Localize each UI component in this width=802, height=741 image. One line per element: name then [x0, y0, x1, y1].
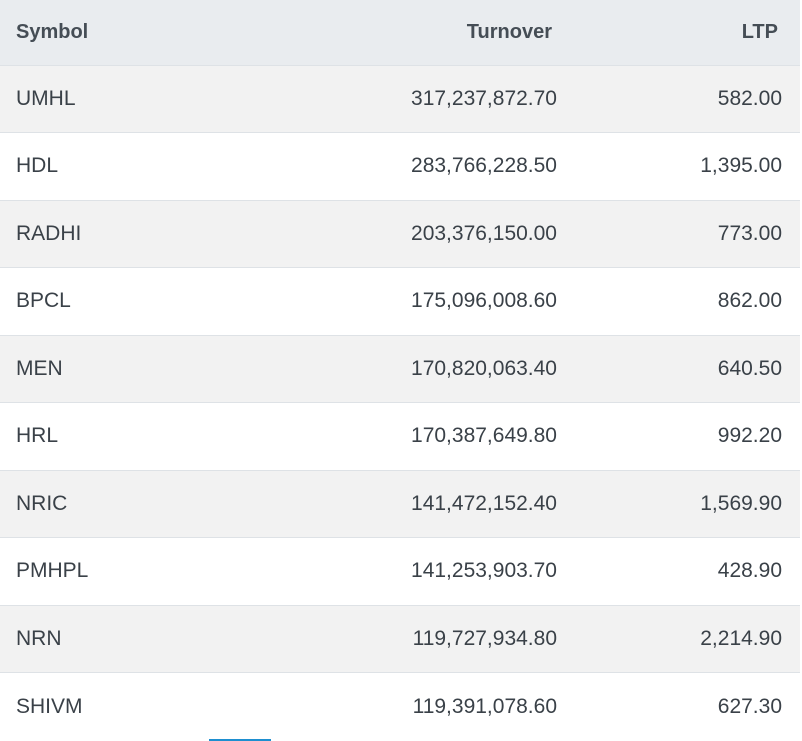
cell-turnover: 170,820,063.40 — [290, 334, 558, 403]
table-row[interactable]: NRIC 141,472,152.40 1,569.90 — [0, 469, 800, 538]
table-row[interactable]: HRL 170,387,649.80 992.20 — [0, 402, 800, 470]
cell-turnover: 170,387,649.80 — [290, 402, 558, 470]
cell-symbol: RADHI — [0, 199, 290, 268]
cell-ltp: 428.90 — [558, 537, 800, 605]
cell-symbol: PMHPL — [0, 537, 290, 605]
cell-symbol: HRL — [0, 402, 290, 470]
table-row[interactable]: HDL 283,766,228.50 1,395.00 — [0, 132, 800, 200]
cell-turnover: 283,766,228.50 — [290, 132, 558, 200]
cell-symbol: MEN — [0, 334, 290, 403]
cell-turnover: 175,096,008.60 — [290, 267, 558, 335]
table-row[interactable]: UMHL 317,237,872.70 582.00 — [0, 64, 800, 133]
cell-ltp: 627.30 — [558, 672, 800, 740]
table-row[interactable]: SHIVM 119,391,078.60 627.30 — [0, 672, 800, 740]
cell-symbol: HDL — [0, 132, 290, 200]
cell-turnover: 119,391,078.60 — [290, 672, 558, 740]
cell-ltp: 2,214.90 — [558, 604, 800, 673]
table-body: UMHL 317,237,872.70 582.00 HDL 283,766,228.5… — [0, 64, 800, 740]
table-row[interactable]: PMHPL 141,253,903.70 428.90 — [0, 537, 800, 605]
cell-turnover: 119,727,934.80 — [290, 604, 558, 673]
table-row[interactable]: BPCL 175,096,008.60 862.00 — [0, 267, 800, 335]
cell-turnover: 141,472,152.40 — [290, 469, 558, 538]
table-row[interactable]: RADHI 203,376,150.00 773.00 — [0, 199, 800, 268]
cell-ltp: 640.50 — [558, 334, 800, 403]
cell-turnover: 141,253,903.70 — [290, 537, 558, 605]
cell-ltp: 862.00 — [558, 267, 800, 335]
cell-symbol: NRN — [0, 604, 290, 673]
cell-symbol: NRIC — [0, 469, 290, 538]
column-header-turnover[interactable]: Turnover — [290, 0, 558, 66]
cell-ltp: 773.00 — [558, 199, 800, 268]
table-row[interactable]: NRN 119,727,934.80 2,214.90 — [0, 604, 800, 673]
cell-ltp: 1,569.90 — [558, 469, 800, 538]
cell-turnover: 317,237,872.70 — [290, 64, 558, 133]
scroll-indicator[interactable] — [209, 739, 271, 741]
cell-turnover: 203,376,150.00 — [290, 199, 558, 268]
column-header-symbol[interactable]: Symbol — [0, 0, 290, 66]
cell-ltp: 1,395.00 — [558, 132, 800, 200]
column-header-ltp[interactable]: LTP — [558, 0, 800, 66]
cell-symbol: BPCL — [0, 267, 290, 335]
header-row: Symbol Turnover LTP — [0, 0, 800, 66]
table-header: Symbol Turnover LTP — [0, 0, 800, 66]
cell-ltp: 582.00 — [558, 64, 800, 133]
cell-symbol: UMHL — [0, 64, 290, 133]
table-row[interactable]: MEN 170,820,063.40 640.50 — [0, 334, 800, 403]
cell-symbol: SHIVM — [0, 672, 290, 740]
cell-ltp: 992.20 — [558, 402, 800, 470]
